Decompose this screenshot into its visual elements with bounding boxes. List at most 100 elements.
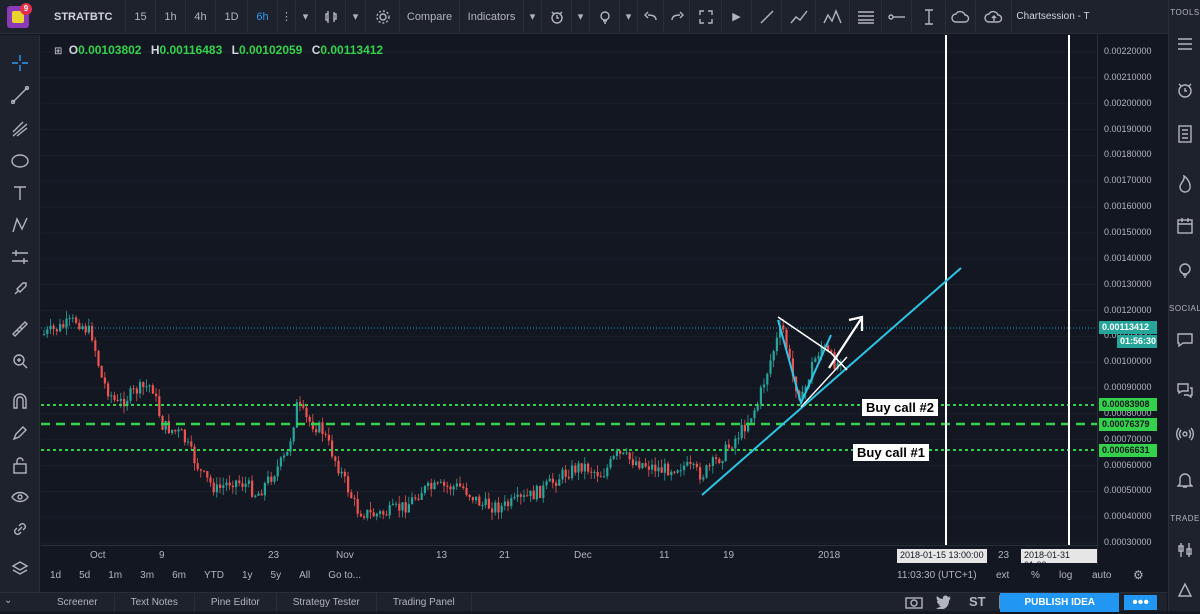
xabcd-pattern-icon[interactable] <box>10 215 30 235</box>
range-ytd[interactable]: YTD <box>203 569 224 581</box>
range-5y[interactable]: 5y <box>270 569 282 581</box>
zoom-in-icon[interactable] <box>10 351 30 371</box>
range-3m[interactable]: 3m <box>140 569 155 581</box>
publish-more-icon[interactable]: ••• <box>1124 595 1157 611</box>
indicators-dropdown-icon[interactable]: ▾ <box>524 0 542 34</box>
chat-bubbles-icon[interactable] <box>1175 380 1195 400</box>
percent-toggle[interactable]: % <box>1031 569 1040 581</box>
interval-1h[interactable]: 1h <box>156 0 186 34</box>
watchlist-icon[interactable] <box>1175 34 1195 54</box>
magnet-icon[interactable] <box>10 391 30 411</box>
tab-trading-panel[interactable]: Trading Panel <box>377 592 472 612</box>
candle-body <box>212 482 215 493</box>
crosshair-icon[interactable] <box>10 53 30 73</box>
candle-body <box>827 345 830 351</box>
zigzag-tool-icon[interactable] <box>782 0 816 34</box>
range-6m[interactable]: 6m <box>172 569 186 581</box>
range-5d[interactable]: 5d <box>79 569 91 581</box>
range-1d[interactable]: 1d <box>50 569 62 581</box>
undo-icon[interactable] <box>638 0 664 34</box>
notifications-bell-icon[interactable] <box>1175 470 1195 490</box>
trendline-tool-icon[interactable] <box>752 0 782 34</box>
ideas-stream-icon[interactable] <box>1175 260 1195 280</box>
axis-settings-gear-icon[interactable]: ⚙ <box>1133 568 1144 582</box>
settings-gear-icon[interactable] <box>366 0 400 34</box>
log-toggle[interactable]: log <box>1059 569 1073 581</box>
order-panel-icon[interactable] <box>1175 580 1195 600</box>
fullscreen-icon[interactable] <box>690 0 722 34</box>
chart-type-dropdown-icon[interactable]: ▾ <box>346 0 366 34</box>
candle-body <box>673 471 676 473</box>
tab-screener[interactable]: Screener <box>41 592 115 612</box>
ruler-icon[interactable] <box>10 319 30 339</box>
interval-6h[interactable]: 6h <box>248 0 278 34</box>
calendar-icon[interactable] <box>1175 216 1195 236</box>
ellipse-icon[interactable] <box>10 151 30 171</box>
alarm-clock-icon[interactable] <box>1175 80 1195 100</box>
cloud-upload-icon[interactable] <box>976 0 1012 34</box>
range-1y[interactable]: 1y <box>241 569 253 581</box>
interval-dropdown-icon[interactable]: ▾ <box>296 0 316 34</box>
publish-idea-button[interactable]: PUBLISH IDEA <box>1000 593 1119 612</box>
play-icon[interactable]: ▶ <box>722 0 752 34</box>
clock-readout[interactable]: 11:03:30 (UTC+1) <box>897 569 977 581</box>
auto-toggle[interactable]: auto <box>1092 569 1112 581</box>
depth-of-market-icon[interactable] <box>1175 540 1195 560</box>
prediction-tool-icon[interactable] <box>10 247 30 267</box>
candle-body <box>97 350 100 366</box>
text-tool-icon[interactable] <box>10 183 30 203</box>
fib-tool-icon[interactable] <box>850 0 882 34</box>
interval-1d[interactable]: 1D <box>216 0 248 34</box>
pitchfork-icon[interactable] <box>10 119 30 139</box>
tab-text-notes[interactable]: Text Notes <box>115 592 195 612</box>
link-icon[interactable] <box>10 519 30 539</box>
time-axis[interactable]: Oct 9 23 Nov 13 21 Dec 11 19 2018 2018-0… <box>41 545 1097 570</box>
candle-body <box>641 463 644 469</box>
time-label-9: 9 <box>159 550 165 561</box>
chart-pane[interactable]: Buy call #2 Buy call #1 <box>41 35 1097 545</box>
ext-toggle[interactable]: ext <box>996 569 1010 581</box>
tab-strategy-tester[interactable]: Strategy Tester <box>277 592 377 612</box>
alert-dropdown-icon[interactable]: ▾ <box>572 0 590 34</box>
stocktwits-icon[interactable]: ST <box>969 594 986 609</box>
interval-4h[interactable]: 4h <box>186 0 216 34</box>
price-chart[interactable] <box>41 35 1097 545</box>
pencil-lock-icon[interactable] <box>10 423 30 443</box>
interval-15[interactable]: 15 <box>126 0 156 34</box>
indicators-button[interactable]: Indicators <box>460 0 524 34</box>
chat-icon[interactable] <box>1175 330 1195 350</box>
data-window-icon[interactable] <box>1175 124 1195 144</box>
replay-dropdown-icon[interactable]: ▾ <box>620 0 638 34</box>
symbol-search[interactable]: STRATBTC <box>36 0 126 34</box>
candles-icon[interactable] <box>316 0 346 34</box>
lock-icon[interactable] <box>10 455 30 475</box>
pattern-tool-icon[interactable] <box>816 0 850 34</box>
compare-button[interactable]: Compare <box>400 0 460 34</box>
redo-icon[interactable] <box>664 0 690 34</box>
cloud-download-icon[interactable] <box>946 0 976 34</box>
goto-button[interactable]: Go to... <box>328 569 362 581</box>
horizontal-ray-icon[interactable] <box>882 0 912 34</box>
range-1m[interactable]: 1m <box>108 569 123 581</box>
replay-bulb-icon[interactable] <box>590 0 620 34</box>
legend-collapse-icon[interactable]: ⊞ <box>54 46 63 57</box>
alert-clock-icon[interactable] <box>542 0 572 34</box>
user-avatar[interactable]: 9 <box>0 0 36 34</box>
price-axis[interactable]: 0.00220000 0.00210000 0.00200000 0.00190000… <box>1097 35 1167 565</box>
text-cursor-icon[interactable] <box>912 0 946 34</box>
twitter-icon[interactable] <box>936 595 952 614</box>
streams-icon[interactable] <box>1175 424 1195 444</box>
tab-pine-editor[interactable]: Pine Editor <box>195 592 277 612</box>
rocket-icon[interactable] <box>10 279 30 299</box>
layers-icon[interactable] <box>10 559 30 579</box>
layout-name[interactable]: Chartsession - T <box>1016 11 1090 22</box>
eye-icon[interactable] <box>10 487 30 507</box>
line-tool-icon[interactable] <box>10 85 30 105</box>
collapse-panel-icon[interactable]: ⌄ <box>4 595 13 606</box>
candle-body <box>657 467 660 472</box>
hotlist-flame-icon[interactable] <box>1175 174 1195 194</box>
more-intervals-icon[interactable]: ⋮ <box>278 0 296 34</box>
time-label-oct: Oct <box>90 550 106 561</box>
camera-icon[interactable] <box>905 595 923 614</box>
range-all[interactable]: All <box>299 569 311 581</box>
